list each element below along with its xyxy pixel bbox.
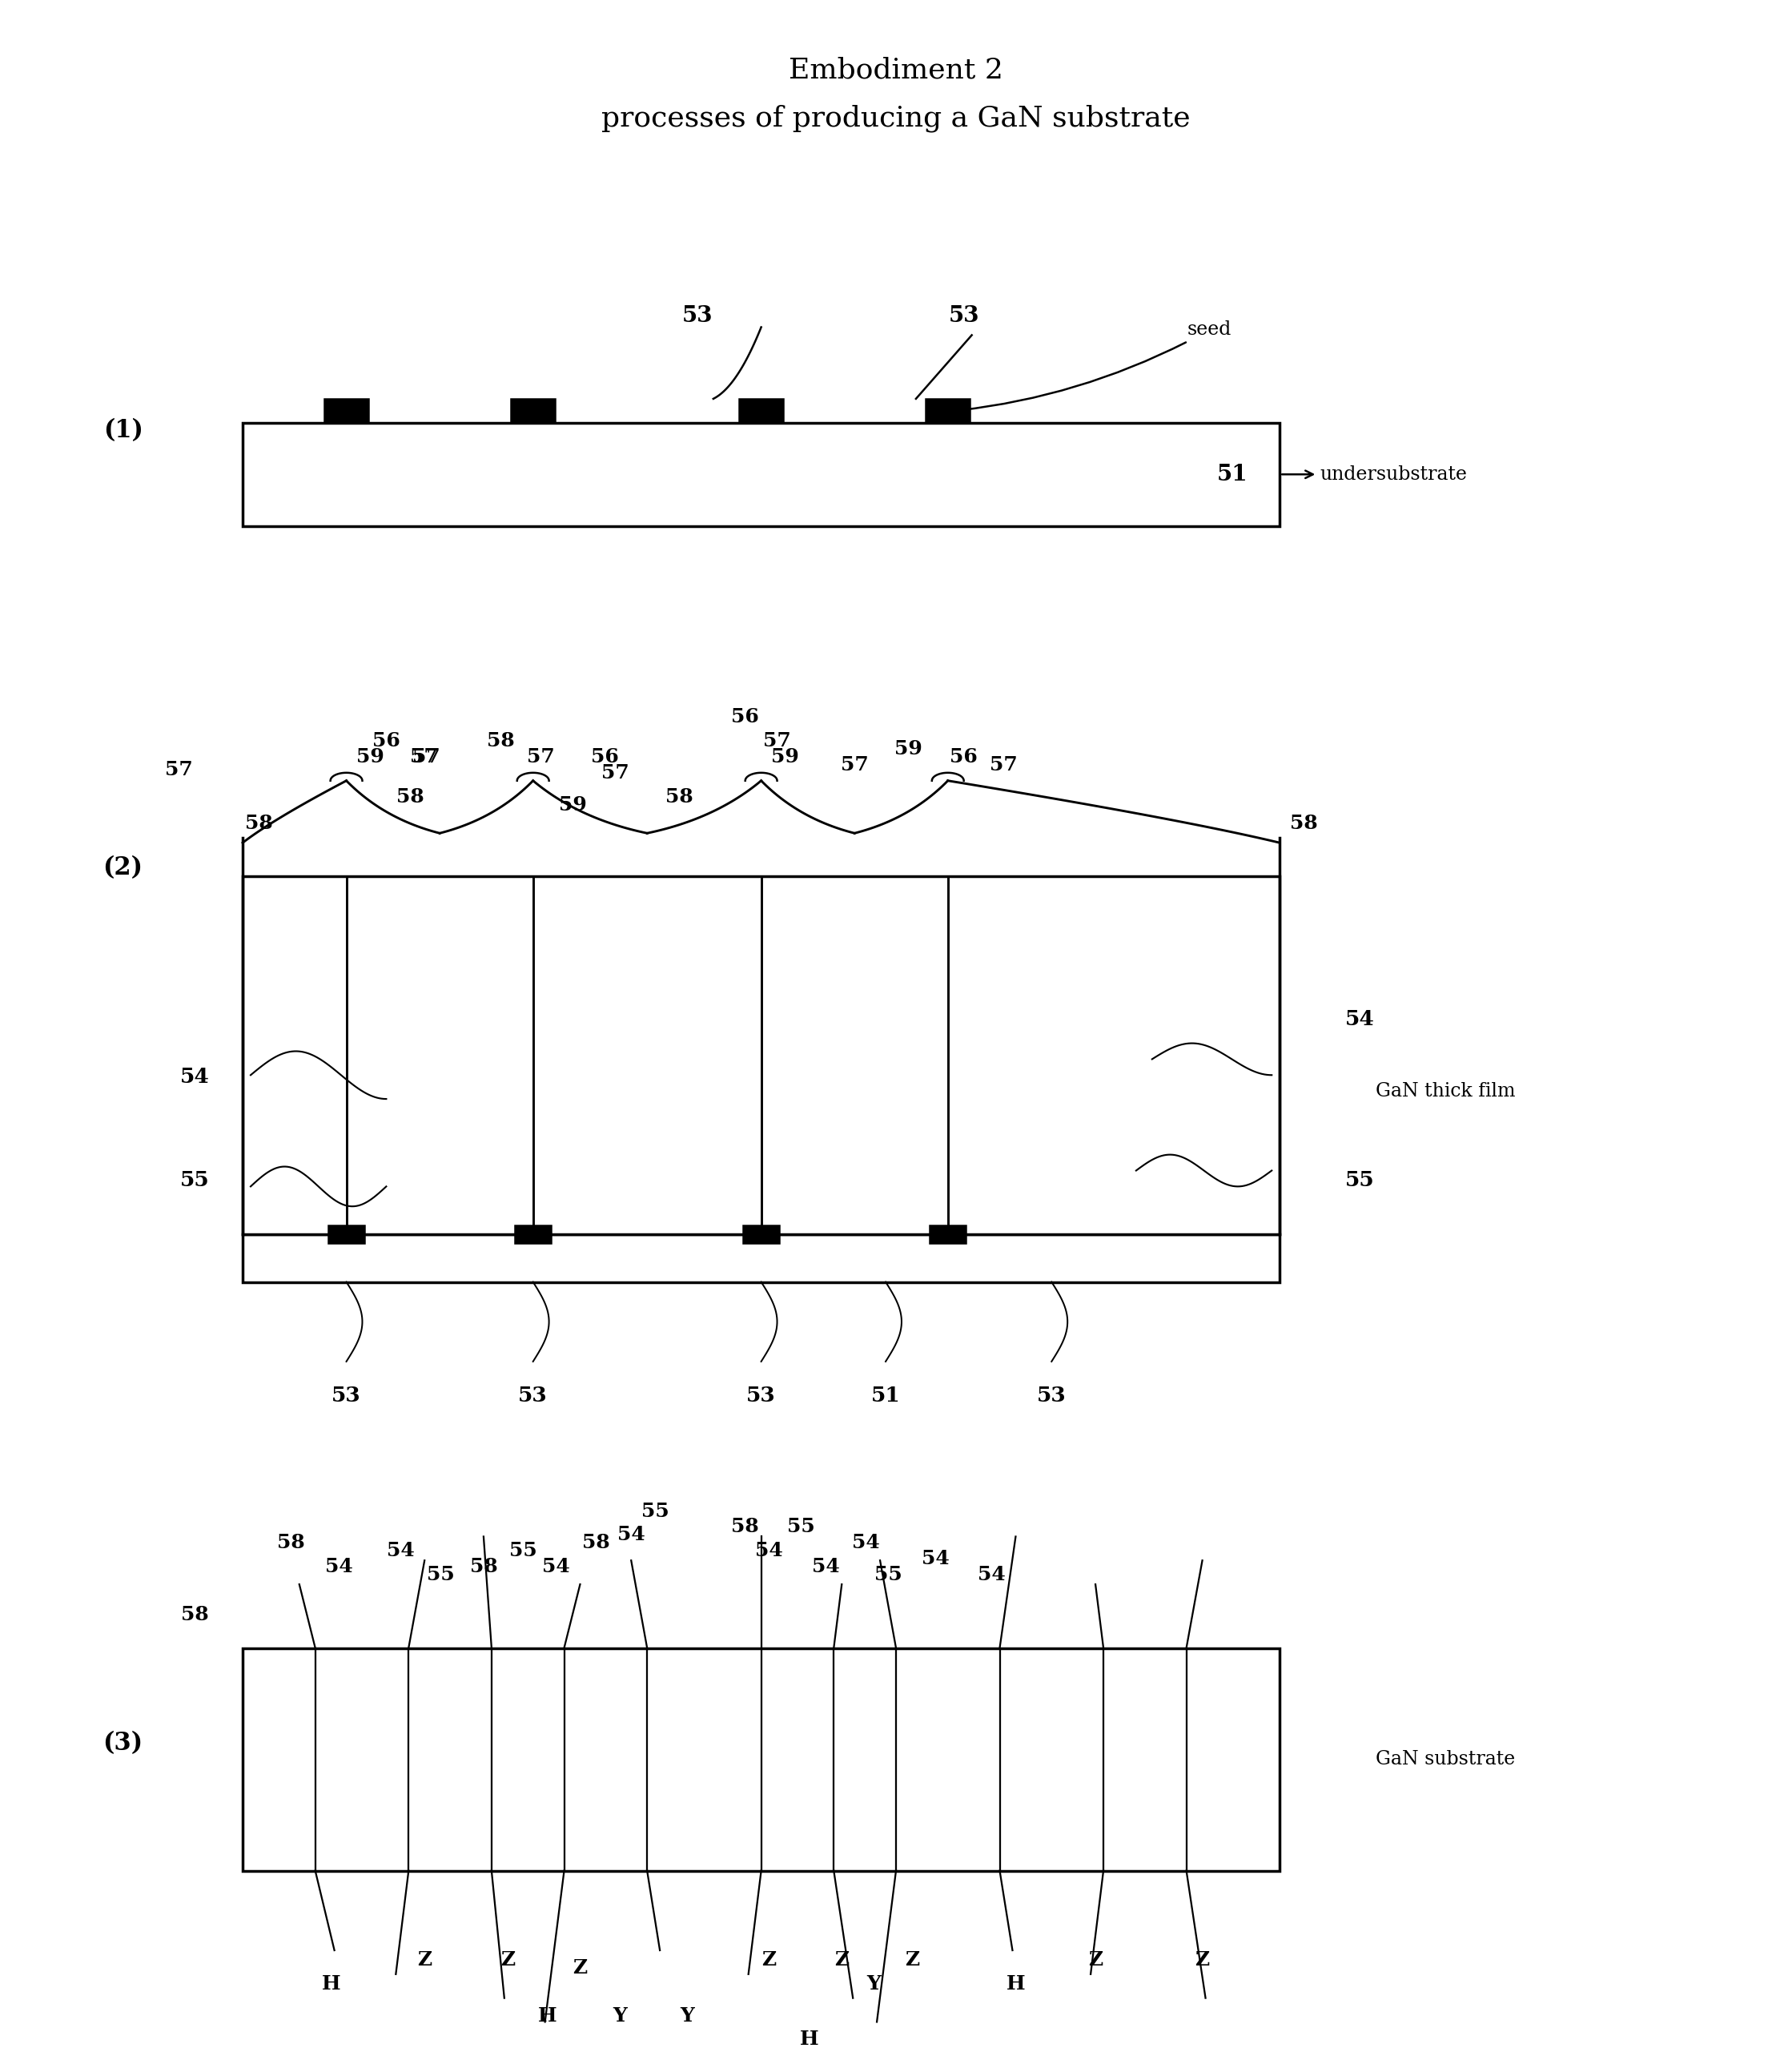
Text: 58: 58 bbox=[246, 814, 272, 833]
Bar bbox=[744, 1225, 780, 1244]
Text: 55: 55 bbox=[179, 1170, 210, 1190]
Text: 58: 58 bbox=[665, 787, 694, 806]
Text: 58: 58 bbox=[731, 1517, 760, 1536]
Text: H: H bbox=[323, 1974, 340, 1994]
Text: 54: 54 bbox=[921, 1548, 950, 1569]
Text: 57: 57 bbox=[763, 732, 790, 750]
Bar bbox=[926, 399, 969, 424]
Text: 58: 58 bbox=[487, 732, 514, 750]
Text: GaN substrate: GaN substrate bbox=[1376, 1750, 1514, 1768]
Text: 54: 54 bbox=[326, 1556, 353, 1577]
Bar bbox=[324, 399, 369, 424]
Text: 54: 54 bbox=[179, 1067, 210, 1088]
Text: 56: 56 bbox=[731, 707, 760, 726]
Bar bbox=[740, 399, 783, 424]
Text: 54: 54 bbox=[851, 1534, 880, 1552]
Text: 55: 55 bbox=[874, 1565, 901, 1585]
Text: 53: 53 bbox=[747, 1386, 776, 1406]
Text: 59: 59 bbox=[559, 796, 588, 814]
Text: Z: Z bbox=[418, 1951, 432, 1970]
Text: 54: 54 bbox=[812, 1556, 840, 1577]
Bar bbox=[328, 1225, 364, 1244]
Text: 53: 53 bbox=[948, 306, 978, 327]
Text: 57: 57 bbox=[989, 755, 1018, 775]
Text: 57: 57 bbox=[410, 746, 437, 767]
Text: 54: 54 bbox=[1344, 1009, 1374, 1030]
Bar bbox=[242, 424, 1279, 526]
Text: Z: Z bbox=[1195, 1951, 1210, 1970]
Text: 56: 56 bbox=[373, 732, 400, 750]
Text: 56: 56 bbox=[950, 746, 978, 767]
Text: 57: 57 bbox=[412, 746, 441, 767]
Bar bbox=[242, 1234, 1279, 1283]
Text: 55: 55 bbox=[1344, 1170, 1374, 1190]
Text: 55: 55 bbox=[787, 1517, 815, 1536]
Bar bbox=[511, 399, 556, 424]
Text: 53: 53 bbox=[332, 1386, 360, 1406]
Text: 58: 58 bbox=[582, 1534, 609, 1552]
Text: 56: 56 bbox=[591, 746, 618, 767]
Text: 59: 59 bbox=[357, 746, 383, 767]
Text: 53: 53 bbox=[518, 1386, 548, 1406]
Bar bbox=[242, 876, 1279, 1234]
Text: 59: 59 bbox=[771, 746, 799, 767]
Text: 58: 58 bbox=[396, 787, 425, 806]
Text: 54: 54 bbox=[754, 1542, 783, 1561]
Text: H: H bbox=[799, 2029, 819, 2050]
Text: H: H bbox=[538, 2007, 557, 2025]
Bar bbox=[242, 1649, 1279, 1871]
Text: 54: 54 bbox=[543, 1556, 570, 1577]
Text: 51: 51 bbox=[1217, 463, 1247, 485]
Bar bbox=[514, 1225, 550, 1244]
Text: 55: 55 bbox=[642, 1501, 668, 1521]
Text: GaN thick film: GaN thick film bbox=[1376, 1081, 1516, 1100]
Text: 58: 58 bbox=[181, 1606, 208, 1624]
Text: Y: Y bbox=[679, 2007, 694, 2025]
Text: undersubstrate: undersubstrate bbox=[1281, 465, 1468, 483]
Text: 54: 54 bbox=[978, 1565, 1005, 1585]
Bar bbox=[930, 1225, 966, 1244]
Text: 51: 51 bbox=[871, 1386, 900, 1406]
Text: 59: 59 bbox=[894, 740, 921, 759]
Text: Z: Z bbox=[835, 1951, 849, 1970]
Text: 53: 53 bbox=[683, 306, 713, 327]
Text: Z: Z bbox=[905, 1951, 919, 1970]
Text: 53: 53 bbox=[1038, 1386, 1066, 1406]
Text: 58: 58 bbox=[278, 1534, 305, 1552]
Text: processes of producing a GaN substrate: processes of producing a GaN substrate bbox=[602, 105, 1190, 132]
Text: Z: Z bbox=[1088, 1951, 1102, 1970]
Text: 58: 58 bbox=[470, 1556, 498, 1577]
Text: Z: Z bbox=[762, 1951, 776, 1970]
Text: 57: 57 bbox=[602, 763, 629, 783]
Text: (2): (2) bbox=[102, 855, 143, 880]
Text: (3): (3) bbox=[102, 1731, 143, 1756]
Text: Z: Z bbox=[500, 1951, 514, 1970]
Text: seed: seed bbox=[961, 321, 1231, 413]
Text: H: H bbox=[1005, 1974, 1025, 1994]
Text: 55: 55 bbox=[426, 1565, 455, 1585]
Text: 54: 54 bbox=[387, 1542, 414, 1561]
Text: Y: Y bbox=[613, 2007, 627, 2025]
Text: 57: 57 bbox=[840, 755, 869, 775]
Text: 57: 57 bbox=[165, 761, 194, 779]
Text: 58: 58 bbox=[1290, 814, 1317, 833]
Text: 57: 57 bbox=[527, 746, 556, 767]
Text: Z: Z bbox=[573, 1957, 588, 1978]
Text: Embodiment 2: Embodiment 2 bbox=[788, 58, 1004, 84]
Text: 54: 54 bbox=[616, 1526, 645, 1544]
Text: Y: Y bbox=[867, 1974, 882, 1994]
Text: (1): (1) bbox=[102, 417, 143, 442]
Text: 55: 55 bbox=[509, 1542, 538, 1561]
